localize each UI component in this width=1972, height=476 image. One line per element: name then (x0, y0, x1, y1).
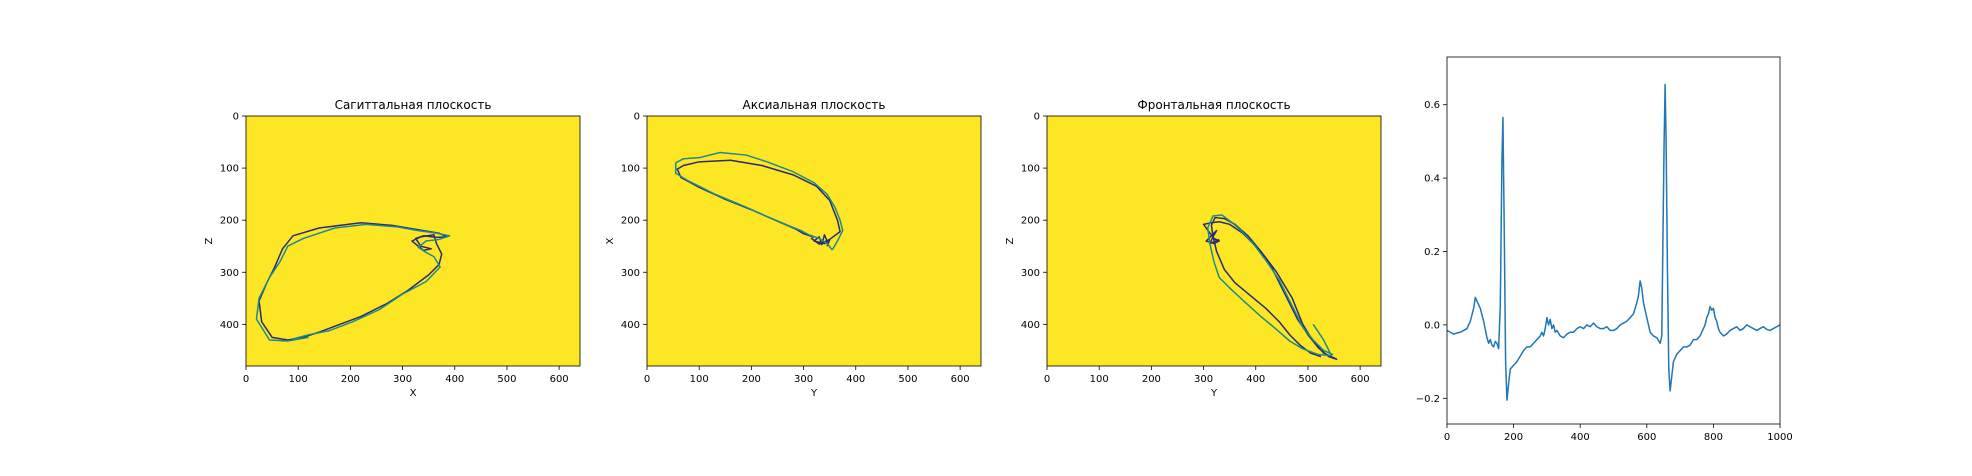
x-tick-label: 600 (1351, 374, 1370, 385)
y-tick-label: 0 (634, 112, 640, 123)
x-tick-label: 0 (644, 374, 650, 385)
y-tick-label: 200 (621, 216, 640, 227)
series-line-2 (674, 151, 844, 251)
y-tick-label: 300 (220, 268, 239, 279)
y-tick-label: 100 (1021, 164, 1040, 175)
y-tick-label: 100 (220, 164, 239, 175)
y-tick-label: 300 (1021, 268, 1040, 279)
series-line-1 (1447, 83, 1780, 401)
x-tick-label: 600 (1637, 432, 1656, 443)
chart-panel-1: 0 100 200 300 400 500 600 0 100 200 300 400 Сагиттал… (204, 98, 581, 399)
x-tick-label: 0 (243, 374, 249, 385)
y-tick-label: 400 (220, 320, 239, 331)
panel-title: Аксиальная плоскость (743, 98, 886, 112)
y-tick-label: 0 (1034, 112, 1040, 123)
chart-panel-4: 0 200 400 600 800 1000 −0.2 0.0 0.2 0.4 0.6 (1416, 56, 1793, 443)
y-tick-label: 100 (621, 164, 640, 175)
x-axis-label: X (410, 388, 417, 399)
y-tick-label: 300 (621, 268, 640, 279)
y-tick-label: −0.2 (1416, 394, 1440, 405)
plot-frame (646, 115, 982, 367)
x-tick-label: 300 (794, 374, 813, 385)
x-tick-label: 400 (1246, 374, 1265, 385)
x-tick-label: 600 (951, 374, 970, 385)
y-axis-label: Z (204, 237, 215, 244)
x-tick-label: 800 (1704, 432, 1723, 443)
y-tick-label: 200 (220, 216, 239, 227)
x-tick-label: 300 (393, 374, 412, 385)
y-axis-label: Z (1005, 237, 1016, 244)
x-tick-label: 100 (289, 374, 308, 385)
plot-frame (1446, 56, 1781, 425)
x-tick-label: 500 (898, 374, 917, 385)
x-tick-label: 200 (1142, 374, 1161, 385)
x-tick-label: 1000 (1767, 432, 1792, 443)
plot-background (1447, 57, 1780, 424)
x-tick-label: 0 (1044, 374, 1050, 385)
series-line-1 (1202, 216, 1338, 360)
x-tick-label: 200 (341, 374, 360, 385)
x-tick-label: 300 (1194, 374, 1213, 385)
panel-title: Сагиттальная плоскость (335, 98, 492, 112)
y-tick-label: 0 (233, 112, 239, 123)
y-tick-label: 0.2 (1424, 247, 1440, 258)
y-tick-label: 200 (1021, 216, 1040, 227)
y-tick-label: 400 (1021, 320, 1040, 331)
x-axis-label: Y (810, 388, 818, 399)
y-tick-label: 0.6 (1424, 100, 1440, 111)
x-tick-label: 500 (1298, 374, 1317, 385)
series-line-2 (1206, 214, 1334, 357)
chart-panel-3: 0 100 200 300 400 500 600 0 100 200 300 400 Фронталь… (1005, 98, 1382, 399)
series-line-2 (255, 223, 451, 342)
panel-title: Фронтальная плоскость (1137, 98, 1290, 112)
y-tick-label: 0.4 (1424, 174, 1440, 185)
x-tick-label: 100 (1090, 374, 1109, 385)
x-tick-label: 0 (1444, 432, 1450, 443)
y-axis-label: X (605, 237, 616, 244)
y-tick-label: 0.0 (1424, 320, 1440, 331)
y-tick-label: 400 (621, 320, 640, 331)
x-tick-label: 400 (445, 374, 464, 385)
x-tick-label: 200 (742, 374, 761, 385)
chart-panel-2: 0 100 200 300 400 500 600 0 100 200 300 400 Аксиальн… (605, 98, 982, 399)
x-tick-label: 600 (550, 374, 569, 385)
x-tick-label: 400 (1571, 432, 1590, 443)
x-tick-label: 200 (1504, 432, 1523, 443)
plot-frame (1046, 115, 1382, 367)
x-axis-label: Y (1210, 388, 1218, 399)
x-tick-label: 100 (690, 374, 709, 385)
plot-frame (245, 115, 581, 367)
x-tick-label: 500 (497, 374, 516, 385)
x-tick-label: 400 (846, 374, 865, 385)
